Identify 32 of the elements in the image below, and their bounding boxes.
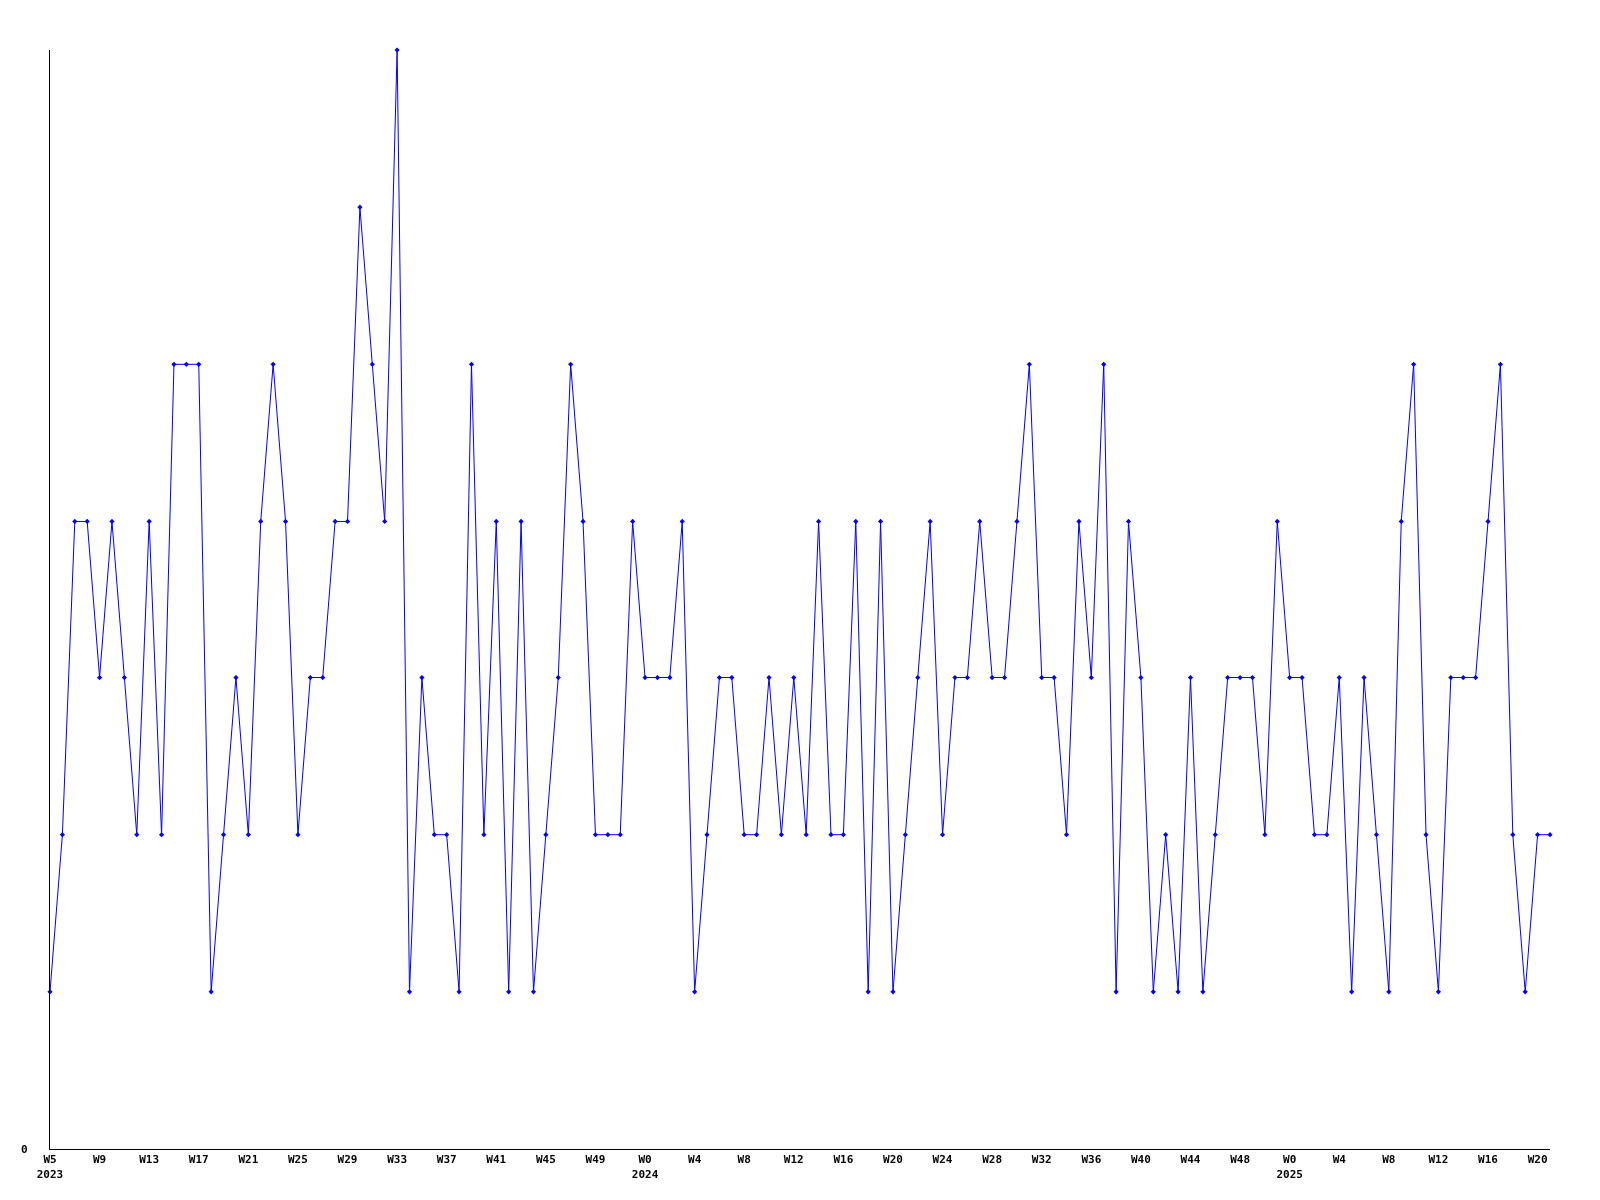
x-tick-label: W20 [883,1153,903,1167]
x-tick-label: W12 [783,1153,804,1167]
x-tick-label: W48 [1230,1153,1251,1167]
x-tick-label: W8 [1382,1153,1396,1167]
x-tick-label: W45 [535,1153,556,1167]
x-tick-label: W36 [1081,1153,1102,1167]
x-tick-label: W28 [982,1153,1003,1167]
x-tick-label: W16 [833,1153,854,1167]
x-tick-label: W24 [932,1153,953,1167]
x-tick-label: W0 2024 [631,1153,659,1181]
text: 0 [21,1143,28,1156]
x-tick-label: W44 [1180,1153,1201,1167]
x-tick-label: W17 [188,1153,209,1167]
x-tick-label: W49 [585,1153,606,1167]
x-tick-label: W12 [1428,1153,1449,1167]
x-tick-label: W4 [688,1153,702,1167]
x-tick-label: W4 [1332,1153,1347,1167]
x-tick-label: W9 [92,1153,107,1167]
x-tick-label: W33 [387,1153,408,1167]
x-tick-label: W21 [238,1153,259,1167]
x-tick-label: W25 [287,1153,308,1167]
x-tick-label: W5 2023 [36,1153,64,1181]
x-tick-label: W20 [1527,1153,1548,1167]
x-tick-label: W40 [1130,1153,1151,1167]
x-tick-label: W0 2025 [1276,1153,1303,1181]
x-tick-label: W16 [1478,1153,1499,1167]
x-tick-label: W13 [139,1153,160,1167]
x-tick-label: W32 [1031,1153,1052,1167]
x-tick-label: W41 [486,1153,507,1167]
x-tick-label: W8 [737,1153,751,1167]
x-tick-label: W37 [436,1153,457,1167]
x-tick-label: W29 [337,1153,358,1167]
